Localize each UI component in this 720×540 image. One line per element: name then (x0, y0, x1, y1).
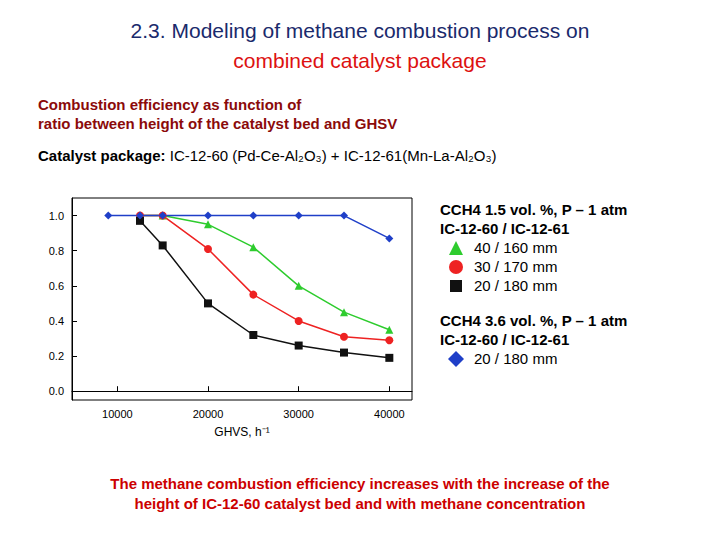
html-text:Combustion efficiency as funct: Combustion efficiency as function of (38, 96, 302, 113)
svg-text:30000: 30000 (283, 408, 314, 420)
html-text:Catalyst package: IC-12-60 (Pd: Catalyst package: IC-12-60 (Pd-Ce-Al₂O₃)… (38, 147, 497, 164)
html-text:30 / 170 mm: 30 / 170 mm (474, 258, 558, 275)
html-text:combined catalyst package: combined catalyst package (233, 49, 487, 72)
svg-text:0.8: 0.8 (49, 245, 64, 257)
svg-text:20000: 20000 (193, 408, 224, 420)
svg-text:0.0: 0.0 (49, 385, 64, 397)
html-text:20 / 180 mm: 20 / 180 mm (474, 350, 558, 367)
html-text:The methane combustion efficie: The methane combustion efficiency increa… (110, 475, 610, 492)
svg-text:GHVS, h⁻¹: GHVS, h⁻¹ (214, 425, 269, 439)
html-text:IC-12-60 / IC-12-61: IC-12-60 / IC-12-61 (440, 220, 570, 237)
html-text:20 / 180 mm: 20 / 180 mm (474, 277, 558, 294)
html-text:40 / 160 mm: 40 / 160 mm (474, 239, 558, 256)
html-text:2.3. Modeling of methane combu: 2.3. Modeling of methane combustion proc… (130, 19, 590, 42)
svg-text:10000: 10000 (102, 408, 133, 420)
svg-text:40000: 40000 (374, 408, 405, 420)
html-text:IC-12-60 / IC-12-61: IC-12-60 / IC-12-61 (440, 331, 570, 348)
svg-text:0.4: 0.4 (49, 315, 64, 327)
html-text:CCH4 1.5 vol. %, P – 1 atm: CCH4 1.5 vol. %, P – 1 atm (440, 201, 628, 218)
svg-text:0.2: 0.2 (49, 350, 64, 362)
html-text:height of IC-12-60 catalyst be: height of IC-12-60 catalyst bed and with… (134, 495, 586, 512)
html-text:CCH4 3.6 vol. %, P – 1 atm: CCH4 3.6 vol. %, P – 1 atm (440, 312, 628, 329)
html-text:ratio between height of the ca: ratio between height of the catalyst bed… (38, 115, 398, 132)
svg-text:0.6: 0.6 (49, 280, 64, 292)
svg-text:1.0: 1.0 (49, 210, 64, 222)
